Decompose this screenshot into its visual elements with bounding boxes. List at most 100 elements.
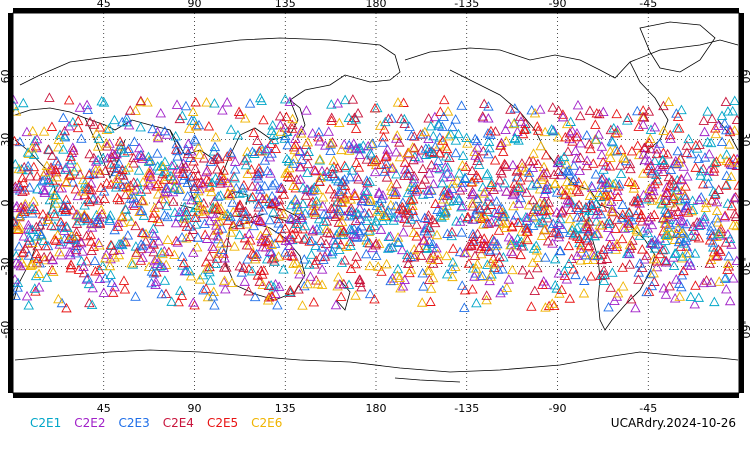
occultation-marker <box>710 128 722 139</box>
occultation-marker <box>248 127 260 138</box>
occultation-marker <box>13 210 25 221</box>
occultation-marker <box>289 144 301 155</box>
occultation-marker <box>143 261 155 271</box>
occultation-marker <box>94 217 106 227</box>
occultation-marker <box>140 235 152 246</box>
occultation-marker <box>383 231 395 242</box>
occultation-marker <box>651 148 663 159</box>
occultation-marker <box>322 171 334 182</box>
occultation-marker <box>665 164 677 175</box>
occultation-marker <box>201 233 213 243</box>
occultation-marker <box>648 253 660 264</box>
occultation-marker <box>375 224 387 234</box>
occultation-marker <box>381 258 392 269</box>
occultation-marker <box>179 217 190 228</box>
occultation-marker <box>698 163 709 173</box>
occultation-marker <box>581 129 593 140</box>
occultation-marker <box>95 182 107 192</box>
occultation-marker <box>592 205 603 216</box>
occultation-marker <box>130 220 141 231</box>
occultation-marker <box>91 128 102 138</box>
occultation-marker <box>131 183 142 194</box>
occultation-marker <box>635 212 646 222</box>
occultation-marker <box>721 155 733 165</box>
occultation-marker <box>12 277 24 288</box>
occultation-marker <box>197 178 209 189</box>
occultation-marker <box>176 231 188 242</box>
occultation-marker <box>362 177 373 188</box>
occultation-marker <box>588 250 600 261</box>
occultation-marker <box>549 253 561 264</box>
occultation-marker <box>591 216 602 226</box>
occultation-marker <box>77 174 89 185</box>
occultation-marker <box>145 179 156 190</box>
occultation-marker <box>649 155 661 166</box>
occultation-marker <box>432 155 444 165</box>
occultation-marker <box>112 221 124 231</box>
occultation-marker <box>300 233 312 243</box>
occultation-marker <box>338 225 350 236</box>
occultation-marker <box>497 285 509 295</box>
occultation-marker <box>111 173 122 184</box>
occultation-marker <box>392 97 404 107</box>
occultation-marker <box>129 136 140 146</box>
occultation-marker <box>673 206 684 216</box>
occultation-marker <box>612 287 624 298</box>
occultation-marker <box>419 126 431 137</box>
occultation-marker <box>191 195 203 205</box>
occultation-marker <box>197 269 209 280</box>
occultation-marker <box>252 214 264 224</box>
occultation-marker <box>15 260 27 271</box>
occultation-marker <box>310 255 322 265</box>
graticule <box>13 13 739 393</box>
occultation-marker <box>373 186 385 197</box>
occultation-marker <box>131 247 142 257</box>
occultation-marker <box>477 112 489 123</box>
occultation-marker <box>379 166 390 176</box>
occultation-marker <box>465 240 477 250</box>
occultation-marker <box>434 163 446 174</box>
occultation-marker <box>97 260 108 271</box>
occultation-marker <box>153 199 165 209</box>
occultation-marker <box>68 145 79 155</box>
occultation-marker <box>190 96 201 107</box>
occultation-marker <box>636 209 647 219</box>
occultation-marker <box>391 130 403 140</box>
occultation-marker <box>596 179 607 189</box>
occultation-marker <box>715 223 727 233</box>
occultation-marker <box>428 178 439 189</box>
occultation-marker <box>620 155 632 166</box>
occultation-marker <box>192 192 203 202</box>
occultation-marker <box>38 251 50 262</box>
occultation-marker <box>617 281 629 291</box>
occultation-marker <box>295 161 307 172</box>
occultation-marker <box>227 221 239 231</box>
occultation-marker <box>598 172 609 183</box>
occultation-marker <box>214 215 225 226</box>
occultation-marker <box>596 141 608 151</box>
occultation-marker <box>431 229 443 240</box>
occultation-marker <box>673 123 685 133</box>
occultation-marker <box>262 143 273 154</box>
occultation-marker <box>560 189 571 200</box>
occultation-marker <box>297 300 308 310</box>
occultation-marker <box>568 264 579 274</box>
occultation-marker <box>326 99 337 109</box>
occultation-marker <box>409 249 421 259</box>
occultation-marker <box>598 244 609 255</box>
occultation-marker <box>151 253 163 263</box>
occultation-marker <box>381 158 392 169</box>
occultation-marker <box>411 219 422 229</box>
occultation-marker <box>713 276 725 286</box>
occultation-marker <box>512 217 524 227</box>
occultation-marker <box>547 102 559 112</box>
occultation-marker <box>19 204 30 214</box>
occultation-marker <box>679 190 691 200</box>
occultation-marker <box>46 150 58 160</box>
occultation-marker <box>669 158 681 169</box>
lat-tick-label: 30 <box>739 133 750 147</box>
occultation-marker <box>526 180 538 190</box>
occultation-marker <box>409 142 420 153</box>
occultation-marker <box>659 244 671 254</box>
occultation-marker <box>234 188 245 198</box>
